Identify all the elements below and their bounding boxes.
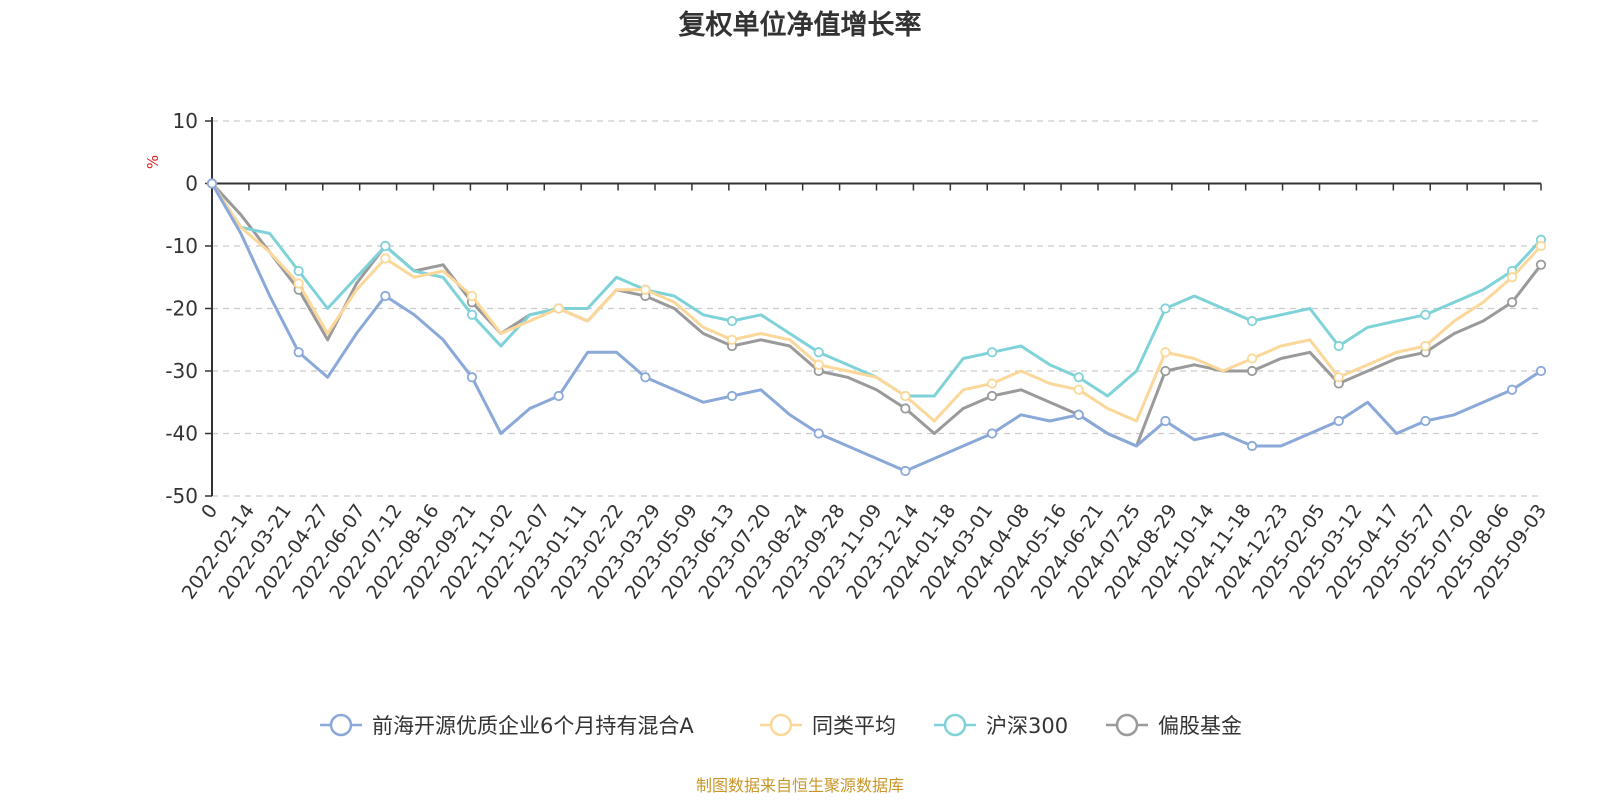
series-line (210, 182, 1542, 473)
series-point (726, 334, 738, 345)
y-tick-label: -50 (165, 484, 198, 508)
legend-item[interactable]: 偏股基金 (1106, 713, 1242, 738)
series-point (1507, 384, 1518, 395)
series-point (380, 253, 391, 264)
series-line (210, 182, 1543, 398)
series-point (813, 428, 824, 439)
series-point (726, 315, 738, 327)
legend-label: 同类平均 (812, 714, 896, 738)
legend-item[interactable]: 同类平均 (760, 713, 896, 738)
series-lines (206, 178, 1547, 477)
y-axis-ticks: 10 0 -10 -20 -30 -40 -50 (165, 109, 212, 508)
legend-label: 偏股基金 (1158, 714, 1242, 738)
series-point (900, 390, 911, 402)
grid-lines (212, 120, 1541, 497)
legend-item[interactable]: 前海开源优质企业6个月持有混合A (320, 713, 694, 738)
series-point (640, 372, 651, 383)
source-note: 制图数据来自恒生聚源数据库 (696, 776, 904, 795)
series-point (1160, 415, 1171, 427)
series-point (1507, 297, 1518, 308)
series-point (553, 303, 564, 314)
axes (211, 117, 1541, 496)
series-point (1246, 365, 1258, 377)
legend-label: 沪深300 (986, 714, 1068, 738)
y-tick-label: -30 (165, 359, 198, 383)
series-line (210, 182, 1543, 423)
y-axis-unit: % (144, 155, 162, 169)
series-point (1246, 440, 1258, 452)
series-point (1333, 372, 1344, 383)
series-point (1535, 240, 1547, 252)
y-tick-label: -10 (165, 234, 198, 258)
series-point (1420, 415, 1431, 427)
series-point (1535, 259, 1547, 270)
series-point (986, 390, 998, 402)
series-point (293, 278, 304, 289)
y-tick-label: -20 (165, 297, 198, 321)
series-point (206, 178, 218, 189)
series-point (1073, 372, 1084, 383)
legend-item[interactable]: 沪深300 (934, 713, 1068, 738)
series-point (813, 347, 824, 358)
series-point (293, 265, 304, 277)
y-tick-label: 0 (185, 172, 198, 196)
series-point (986, 347, 998, 358)
series-point (1333, 415, 1344, 427)
series-point (1507, 272, 1518, 283)
series-point (900, 403, 911, 414)
series-point (1333, 340, 1344, 352)
series-point (1073, 409, 1084, 420)
series-point (1246, 353, 1258, 364)
series-point (1246, 315, 1258, 327)
y-tick-label: -40 (165, 422, 198, 446)
y-tick-label: 10 (173, 109, 198, 133)
series-point (813, 359, 824, 370)
series-point (466, 372, 478, 383)
series-point (466, 309, 478, 320)
chart-title: 复权单位净值增长率 (679, 9, 922, 41)
legend-label: 前海开源优质企业6个月持有混合A (372, 714, 694, 738)
series-point (986, 428, 998, 439)
series-point (1420, 309, 1431, 320)
series-point (1535, 365, 1547, 377)
series-point (1073, 384, 1084, 395)
series-line (210, 182, 1543, 448)
series-point (1160, 347, 1171, 358)
legend-marker (1115, 713, 1139, 737)
series-point (640, 284, 651, 295)
x-tick-label: 0 (197, 500, 222, 523)
legend[interactable]: 前海开源优质企业6个月持有混合A 同类平均 沪深300 偏股基金 (320, 713, 1242, 738)
series-point (1160, 365, 1171, 377)
legend-marker (943, 713, 967, 737)
legend-marker (329, 713, 353, 737)
series-point (900, 465, 911, 477)
series-point (380, 290, 391, 302)
series-point (1420, 340, 1431, 352)
series-point (1160, 303, 1171, 314)
series-point (726, 390, 738, 402)
series-point (553, 390, 564, 402)
series-point (986, 378, 998, 389)
series-point (380, 240, 391, 252)
series-point (466, 290, 478, 302)
series-point (293, 347, 304, 358)
legend-marker (769, 713, 793, 737)
